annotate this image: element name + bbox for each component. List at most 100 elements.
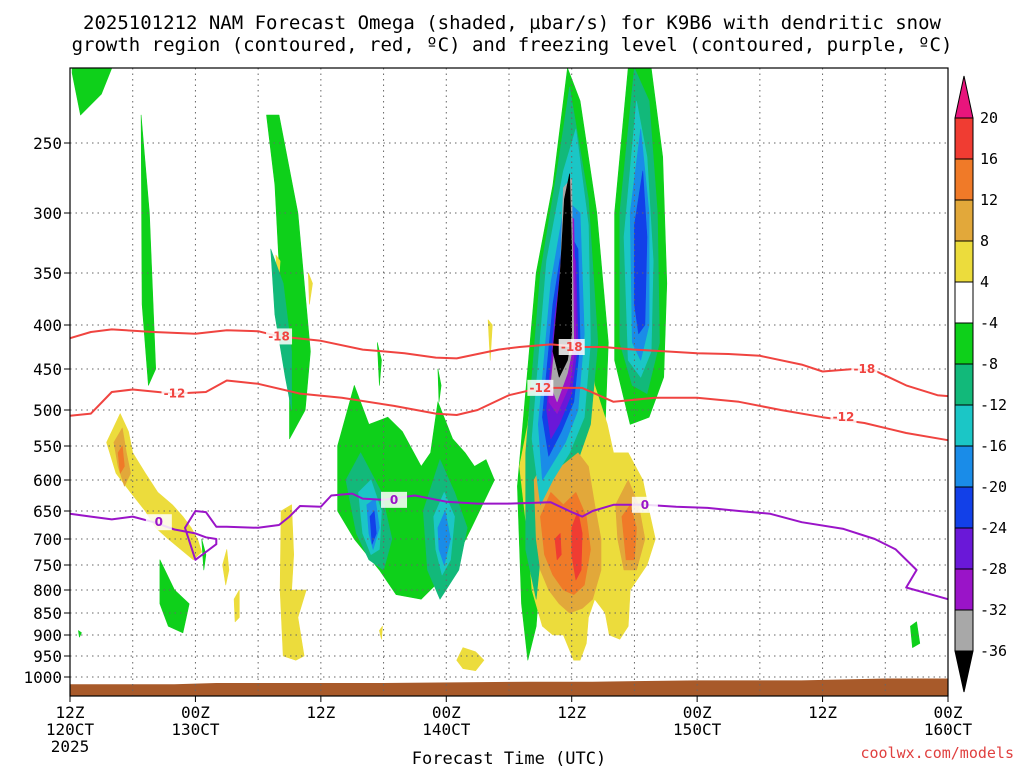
y-tick-label: 750 [33, 556, 62, 575]
omega-region-green [910, 621, 921, 648]
omega-region-yellow [379, 625, 383, 640]
omega-region-yellow [487, 319, 493, 361]
omega-region-yellow [279, 504, 307, 661]
omega-region-green [266, 114, 311, 440]
colorbar-label: -36 [980, 642, 1007, 660]
x-tick-label: 12Z [306, 703, 335, 722]
contour-minus12-label: -12 [164, 387, 186, 401]
y-tick-label: 650 [33, 502, 62, 521]
colorbar-bottom-arrow [954, 650, 974, 693]
y-tick-label: 700 [33, 530, 62, 549]
x-tick-label: 12Z [808, 703, 837, 722]
omega-colorbar: 20 16 12 8 4 -4 -8 -12 -16 -20 -24 -28 -32 -36 [954, 75, 1007, 693]
colorbar-label: -32 [980, 601, 1007, 619]
omega-region-yellow [456, 647, 485, 672]
colorbar-top-arrow [954, 75, 974, 119]
omega-region-green [71, 67, 113, 116]
omega-region-green [376, 342, 382, 386]
x-tick-label: 2025 [51, 737, 90, 756]
contour-label-bg [527, 379, 554, 396]
chart-title-line1: 2025101212 NAM Forecast Omega (shaded, µ… [83, 12, 941, 34]
x-tick-label: 00Z [934, 703, 963, 722]
contour-minus12-label: -12 [530, 381, 552, 395]
y-tick-label: 850 [33, 604, 62, 623]
x-tick-label: 160CT [924, 720, 973, 739]
y-axis-pressure-ticks: 250 300 350 400 450 500 550 600 650 700 750 800 850 9… [23, 134, 70, 687]
y-tick-label: 400 [33, 316, 62, 335]
x-tick-label: 120CT [46, 720, 95, 739]
contour-minus12-label: -12 [833, 410, 855, 424]
colorbar-label: -4 [980, 314, 998, 332]
omega-region-orange [117, 445, 125, 474]
colorbar-swatch [954, 568, 974, 611]
y-tick-label: 450 [33, 360, 62, 379]
omega-region-yellow [307, 272, 313, 305]
contour-label-bg [558, 339, 585, 355]
contour-label-bg [145, 514, 172, 531]
omega-region-green [78, 630, 82, 638]
contour-label-bg [631, 496, 658, 513]
y-tick-label: 350 [33, 264, 62, 283]
colorbar-swatch [954, 322, 974, 365]
terrain-ground [69, 678, 949, 697]
contour-minus18-label: -18 [854, 362, 876, 376]
x-tick-label: 12Z [56, 703, 85, 722]
temperature-contours: -18 -18 -18 -12 -12 -12 0 0 0 [69, 328, 949, 601]
omega-region-dark-blue [369, 510, 377, 545]
colorbar-swatch [954, 117, 974, 160]
colorbar-swatch [954, 363, 974, 406]
colorbar-label: -28 [980, 560, 1007, 578]
colorbar-label: -24 [980, 519, 1007, 537]
colorbar-swatch [954, 404, 974, 447]
x-tick-label: 140CT [422, 720, 471, 739]
omega-region-dark-blue [634, 170, 648, 335]
colorbar-swatch [954, 281, 974, 324]
colorbar-label: -20 [980, 478, 1007, 496]
x-tick-label: 00Z [683, 703, 712, 722]
y-tick-label: 250 [33, 134, 62, 153]
colorbar-label: 8 [980, 232, 989, 250]
contour-minus18 [69, 328, 949, 398]
freezing-level-line [69, 492, 949, 601]
colorbar-swatch [954, 609, 974, 652]
colorbar-label: -16 [980, 437, 1007, 455]
contour-label-bg [161, 385, 188, 402]
omega-region-red [554, 533, 562, 561]
y-tick-label: 1000 [23, 668, 62, 687]
y-tick-label: 950 [33, 647, 62, 666]
omega-region-blue [437, 510, 451, 566]
x-axis-label: Forecast Time (UTC) [412, 749, 606, 768]
y-tick-label: 300 [33, 204, 62, 223]
y-tick-label: 500 [33, 401, 62, 420]
colorbar-label: -8 [980, 355, 998, 373]
colorbar-label: 20 [980, 109, 998, 127]
contour-minus18-label: -18 [561, 340, 583, 354]
terrain-fill [69, 678, 949, 697]
y-tick-label: 600 [33, 471, 62, 490]
omega-shading [71, 67, 921, 672]
freezing-level-line-label: 0 [390, 493, 398, 507]
omega-region-green [437, 368, 442, 403]
x-tick-label: 12Z [557, 703, 586, 722]
omega-region-orange [621, 504, 637, 561]
plot-gridlines [70, 68, 948, 696]
omega-region-black [552, 173, 573, 378]
credit-text: coolwx.com/models [860, 744, 1014, 762]
omega-region-yellow [233, 589, 240, 623]
y-tick-label: 800 [33, 581, 62, 600]
contour-label-bg [266, 328, 293, 345]
colorbar-swatch [954, 527, 974, 570]
freezing-level-line-label: 0 [641, 498, 649, 512]
colorbar-label: 4 [980, 273, 989, 291]
colorbar-swatch [954, 445, 974, 488]
contour-label-bg [830, 409, 857, 426]
omega-region-yellow [222, 549, 230, 586]
colorbar-label: -12 [980, 396, 1007, 414]
y-tick-label: 900 [33, 626, 62, 645]
contour-label-bg [851, 361, 878, 377]
omega-region-red [571, 510, 583, 581]
x-tick-label: 00Z [181, 703, 210, 722]
colorbar-swatch [954, 158, 974, 201]
